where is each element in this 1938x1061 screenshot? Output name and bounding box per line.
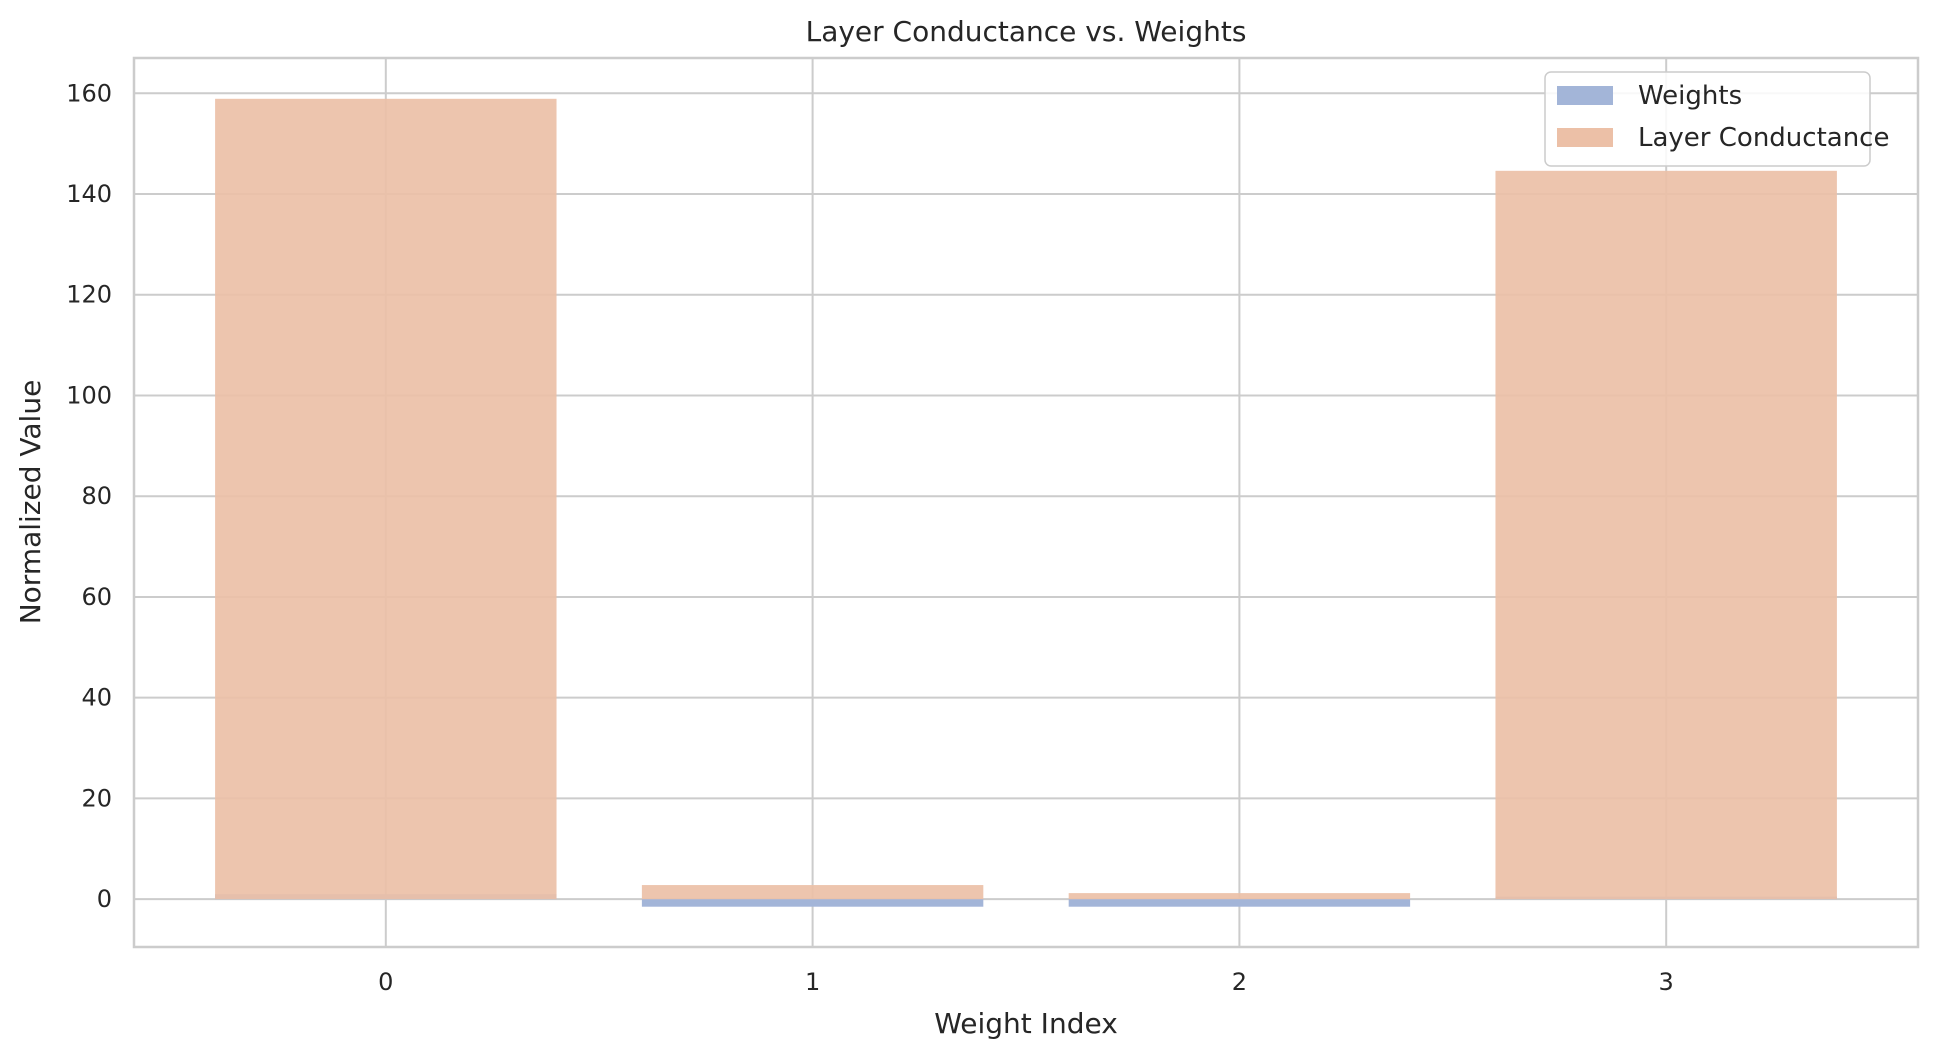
y-tick-label: 60 bbox=[81, 583, 112, 611]
x-tick-label: 0 bbox=[378, 968, 393, 996]
x-tick-label: 2 bbox=[1232, 968, 1247, 996]
legend-box bbox=[1544, 71, 1871, 167]
chart-title: Layer Conductance vs. Weights bbox=[806, 15, 1247, 48]
legend-label: Layer Conductance bbox=[1638, 123, 1889, 153]
y-tick-label: 140 bbox=[66, 180, 112, 208]
y-tick-label: 0 bbox=[97, 885, 112, 913]
bar-weights bbox=[1068, 899, 1411, 907]
plot-frame bbox=[132, 56, 1920, 949]
x-tick-label: 1 bbox=[805, 968, 820, 996]
y-tick-label: 80 bbox=[81, 482, 112, 510]
bar-layer-conductance bbox=[1495, 170, 1837, 900]
legend-label: Weights bbox=[1638, 81, 1742, 111]
y-tick-label: 120 bbox=[66, 281, 112, 309]
y-tick-label: 20 bbox=[81, 784, 112, 812]
y-tick-label: 160 bbox=[66, 79, 112, 107]
x-tick-label: 3 bbox=[1659, 968, 1674, 996]
y-axis-label: Normalized Value bbox=[14, 380, 47, 625]
bar-weights bbox=[641, 899, 984, 907]
bar-layer-conductance bbox=[641, 885, 984, 900]
legend-swatch bbox=[1557, 128, 1613, 147]
y-tick-label: 100 bbox=[66, 381, 112, 409]
legend-swatch bbox=[1557, 86, 1613, 105]
x-axis-label: Weight Index bbox=[934, 1007, 1118, 1040]
y-tick-label: 40 bbox=[81, 684, 112, 712]
bar-layer-conductance bbox=[1068, 893, 1411, 900]
tick-labels: 0 20 40 60 80 100 120 140 160 0 1 2 3 bbox=[66, 79, 1674, 996]
bars bbox=[215, 98, 1837, 907]
legend: Weights Layer Conductance bbox=[1544, 71, 1889, 167]
bar-layer-conductance bbox=[215, 98, 557, 900]
